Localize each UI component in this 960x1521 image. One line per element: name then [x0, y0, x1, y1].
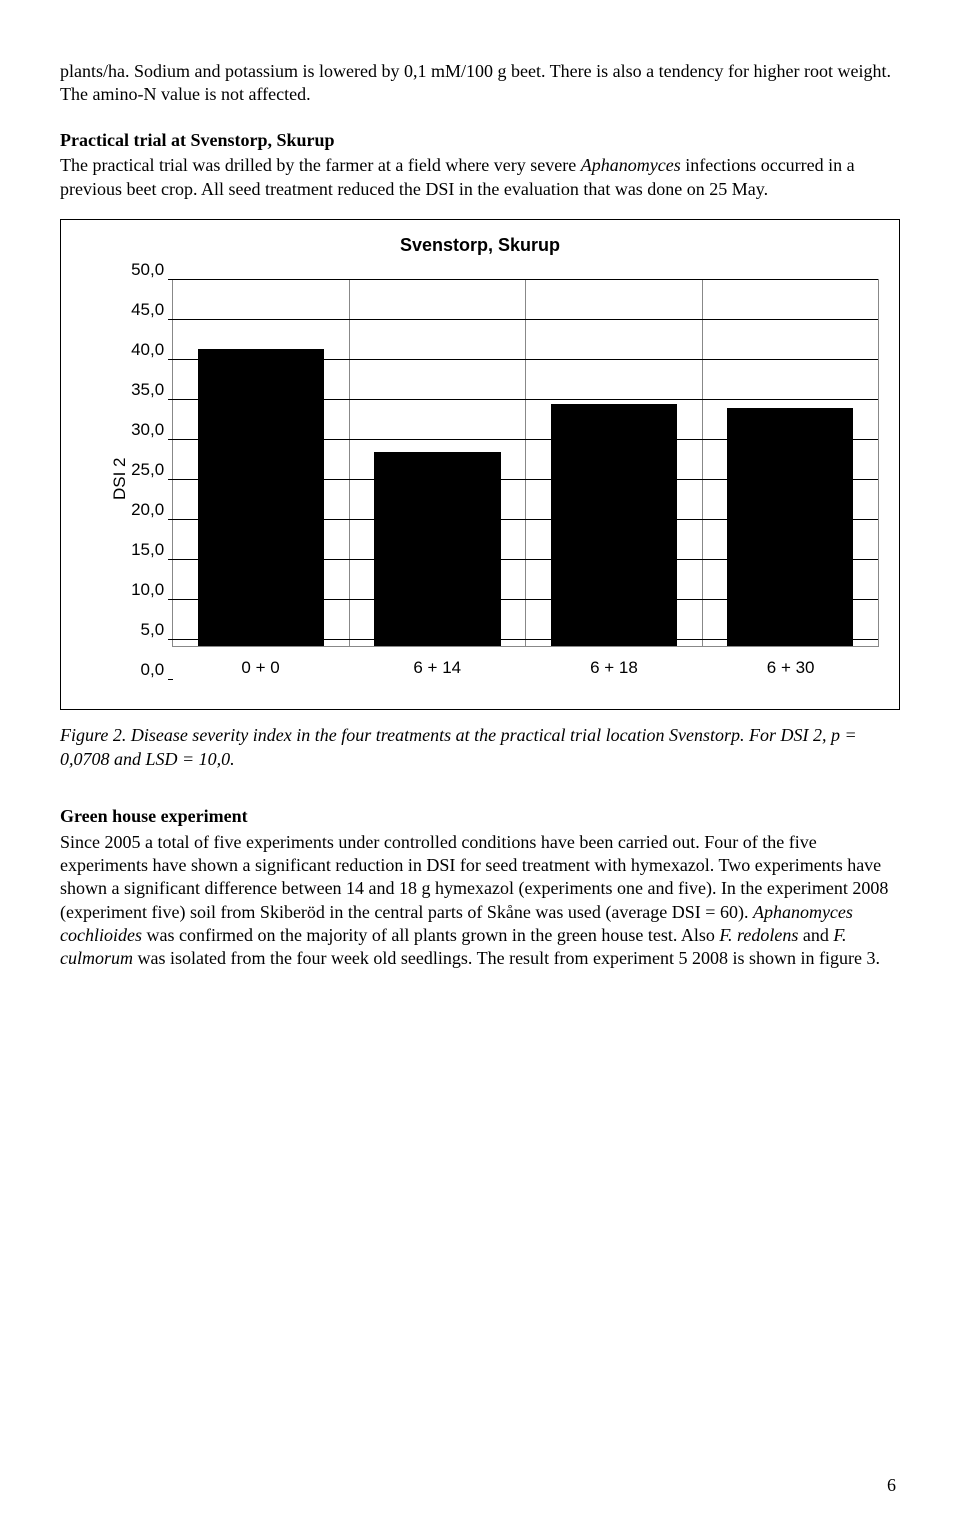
taxon-aphanomyces: Aphanomyces [581, 155, 681, 175]
chart-y-tick-mark [168, 679, 173, 680]
chart-y-tick-mark [168, 479, 173, 480]
chart-bar-slot [173, 279, 349, 646]
chart-y-axis-label: DSI 2 [103, 279, 131, 679]
paragraph-greenhouse: Since 2005 a total of five experiments u… [60, 831, 900, 971]
chart-bar-slot [703, 279, 878, 646]
chart-y-tick-mark [168, 519, 173, 520]
text-run: was isolated from the four week old seed… [133, 948, 880, 968]
chart-x-tick-label: 6 + 30 [702, 657, 879, 679]
chart-bar-slot [350, 279, 526, 646]
chart-grid-line [173, 479, 878, 480]
chart-y-tick-mark [168, 399, 173, 400]
chart-grid-line [173, 519, 878, 520]
chart-grid-line [173, 439, 878, 440]
chart-grid-line [173, 639, 878, 640]
paragraph-top: plants/ha. Sodium and potassium is lower… [60, 60, 900, 107]
taxon-f-redolens: F. redolens [719, 925, 798, 945]
chart-x-tick-label: 6 + 18 [526, 657, 703, 679]
chart-y-tick-mark [168, 439, 173, 440]
heading-greenhouse: Green house experiment [60, 805, 900, 828]
chart-grid-line [173, 319, 878, 320]
chart-grid-line [173, 599, 878, 600]
chart-container: Svenstorp, Skurup DSI 2 50,045,040,035,0… [60, 219, 900, 710]
chart-bar [198, 349, 324, 646]
chart-x-labels: 0 + 06 + 146 + 186 + 30 [172, 657, 879, 679]
chart-area: DSI 2 50,045,040,035,030,025,020,015,010… [81, 279, 879, 679]
chart-bar [551, 404, 677, 646]
chart-bar-slot [526, 279, 702, 646]
text-run: and [798, 925, 833, 945]
chart-y-tick-mark [168, 559, 173, 560]
chart-y-tick-mark [168, 279, 173, 280]
chart-x-tick-label: 6 + 14 [349, 657, 526, 679]
chart-grid-line [173, 399, 878, 400]
paragraph-practical-trial: The practical trial was drilled by the f… [60, 154, 900, 201]
figure-caption-2: Figure 2. Disease severity index in the … [60, 724, 900, 771]
chart-plot-area [172, 279, 879, 647]
chart-grid-line [173, 559, 878, 560]
chart-title: Svenstorp, Skurup [81, 234, 879, 257]
chart-grid-line [173, 359, 878, 360]
chart-y-tick-mark [168, 639, 173, 640]
text-run: The practical trial was drilled by the f… [60, 155, 581, 175]
chart-x-tick-label: 0 + 0 [172, 657, 349, 679]
chart-y-ticks: 50,045,040,035,030,025,020,015,010,05,00… [131, 279, 172, 679]
text-run: was confirmed on the majority of all pla… [142, 925, 719, 945]
chart-y-tick-mark [168, 319, 173, 320]
chart-bar [374, 452, 500, 646]
page-number: 6 [887, 1474, 896, 1497]
heading-practical-trial: Practical trial at Svenstorp, Skurup [60, 129, 900, 152]
chart-y-tick-mark [168, 599, 173, 600]
chart-bar [727, 408, 853, 646]
chart-y-tick-mark [168, 359, 173, 360]
chart-grid-line [173, 279, 878, 280]
